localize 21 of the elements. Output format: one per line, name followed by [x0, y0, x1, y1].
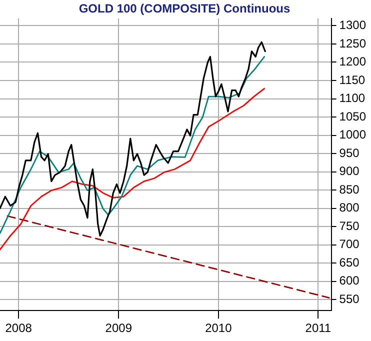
x-tick-label: 2008 — [5, 321, 32, 336]
y-tick-label: 1250 — [339, 36, 366, 50]
x-tick-label: 2011 — [305, 321, 332, 336]
y-tick-label: 1150 — [339, 72, 366, 87]
y-tick-label: 700 — [339, 237, 360, 252]
y-tick-label: 550 — [339, 292, 360, 306]
x-tick-label: 2010 — [205, 321, 232, 336]
y-tick-label: 650 — [339, 255, 360, 270]
y-tick-label: 600 — [339, 274, 360, 288]
chart-title: GOLD 100 (COMPOSITE) Continuous — [78, 2, 290, 16]
y-tick-label: 900 — [339, 164, 360, 178]
y-tick-label: 1000 — [339, 128, 366, 142]
y-tick-label: 1300 — [339, 18, 366, 32]
x-tick-label: 2009 — [105, 321, 132, 336]
y-tick-label: 1050 — [339, 109, 366, 124]
y-tick-label: 1100 — [339, 91, 366, 106]
y-tick-label: 1200 — [339, 54, 366, 69]
y-tick-label: 850 — [339, 182, 360, 196]
y-tick-label: 750 — [339, 218, 360, 233]
y-tick-label: 950 — [339, 146, 360, 160]
y-tick-label: 800 — [339, 200, 360, 215]
